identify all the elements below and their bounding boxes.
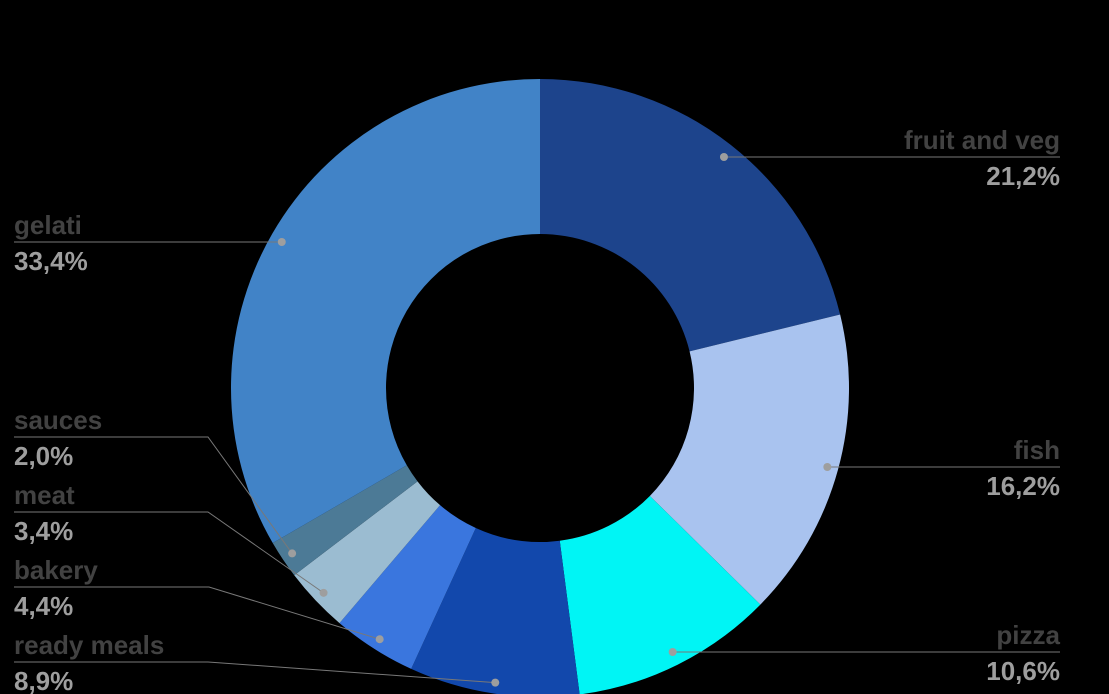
slice-label: bakery (14, 555, 98, 585)
slice-callout-gelati: gelati 33,4% (14, 210, 88, 276)
slice-callout-pizza: pizza 10,6% (986, 620, 1060, 686)
callout-line-bakery (14, 586, 380, 640)
slice-value: 16,2% (986, 471, 1060, 501)
slice-value: 2,0% (14, 441, 74, 471)
slice-label: fruit and veg (903, 125, 1060, 155)
slice-callout-fruit-and-veg: fruit and veg 21,2% (904, 125, 1060, 191)
slice-label: gelati (14, 210, 82, 240)
callout-dot-fruit-and-veg (719, 153, 728, 161)
callout-dot-meat (319, 588, 328, 597)
slice-callout-fish: fish 16,2% (986, 435, 1060, 501)
donut-slice-pizza[interactable] (559, 495, 761, 694)
donut-slice-fruit-and-veg[interactable] (540, 79, 841, 352)
callout-line-ready-meals (14, 661, 496, 684)
slice-label: sauces (14, 405, 103, 435)
slice-callout-meat: meat 3,4% (14, 480, 75, 546)
callout-dot-fish (823, 463, 832, 471)
callout-dot-pizza (668, 648, 677, 656)
slice-value: 10,6% (986, 656, 1060, 686)
slice-value: 21,2% (986, 161, 1060, 191)
slice-value: 3,4% (14, 516, 74, 546)
callout-dot-sauces (288, 549, 297, 558)
callout-dot-gelati (277, 238, 286, 246)
donut-slice-fish[interactable] (649, 314, 849, 605)
slice-value: 4,4% (14, 591, 74, 621)
donut-slice-sauces[interactable] (272, 465, 418, 576)
callout-dot-ready-meals (491, 678, 500, 687)
slice-label: ready meals (14, 630, 165, 660)
donut-slice-meat[interactable] (294, 481, 441, 624)
slice-label: pizza (996, 620, 1060, 650)
slice-callout-bakery: bakery 4,4% (14, 555, 98, 621)
callout-dot-bakery (375, 635, 384, 644)
slice-value: 33,4% (14, 246, 88, 276)
donut-slice-bakery[interactable] (339, 505, 476, 669)
callout-line-meat (14, 511, 324, 594)
slice-label: fish (1013, 435, 1060, 465)
slice-callout-ready-meals: ready meals 8,9% (14, 630, 164, 694)
donut-slice-gelati[interactable] (230, 79, 541, 544)
slice-label: meat (14, 480, 75, 510)
donut-slice-ready-meals[interactable] (411, 527, 580, 694)
slice-value: 8,9% (14, 666, 74, 694)
slice-callout-sauces: sauces 2,0% (14, 405, 102, 471)
callout-line-sauces (14, 436, 293, 554)
